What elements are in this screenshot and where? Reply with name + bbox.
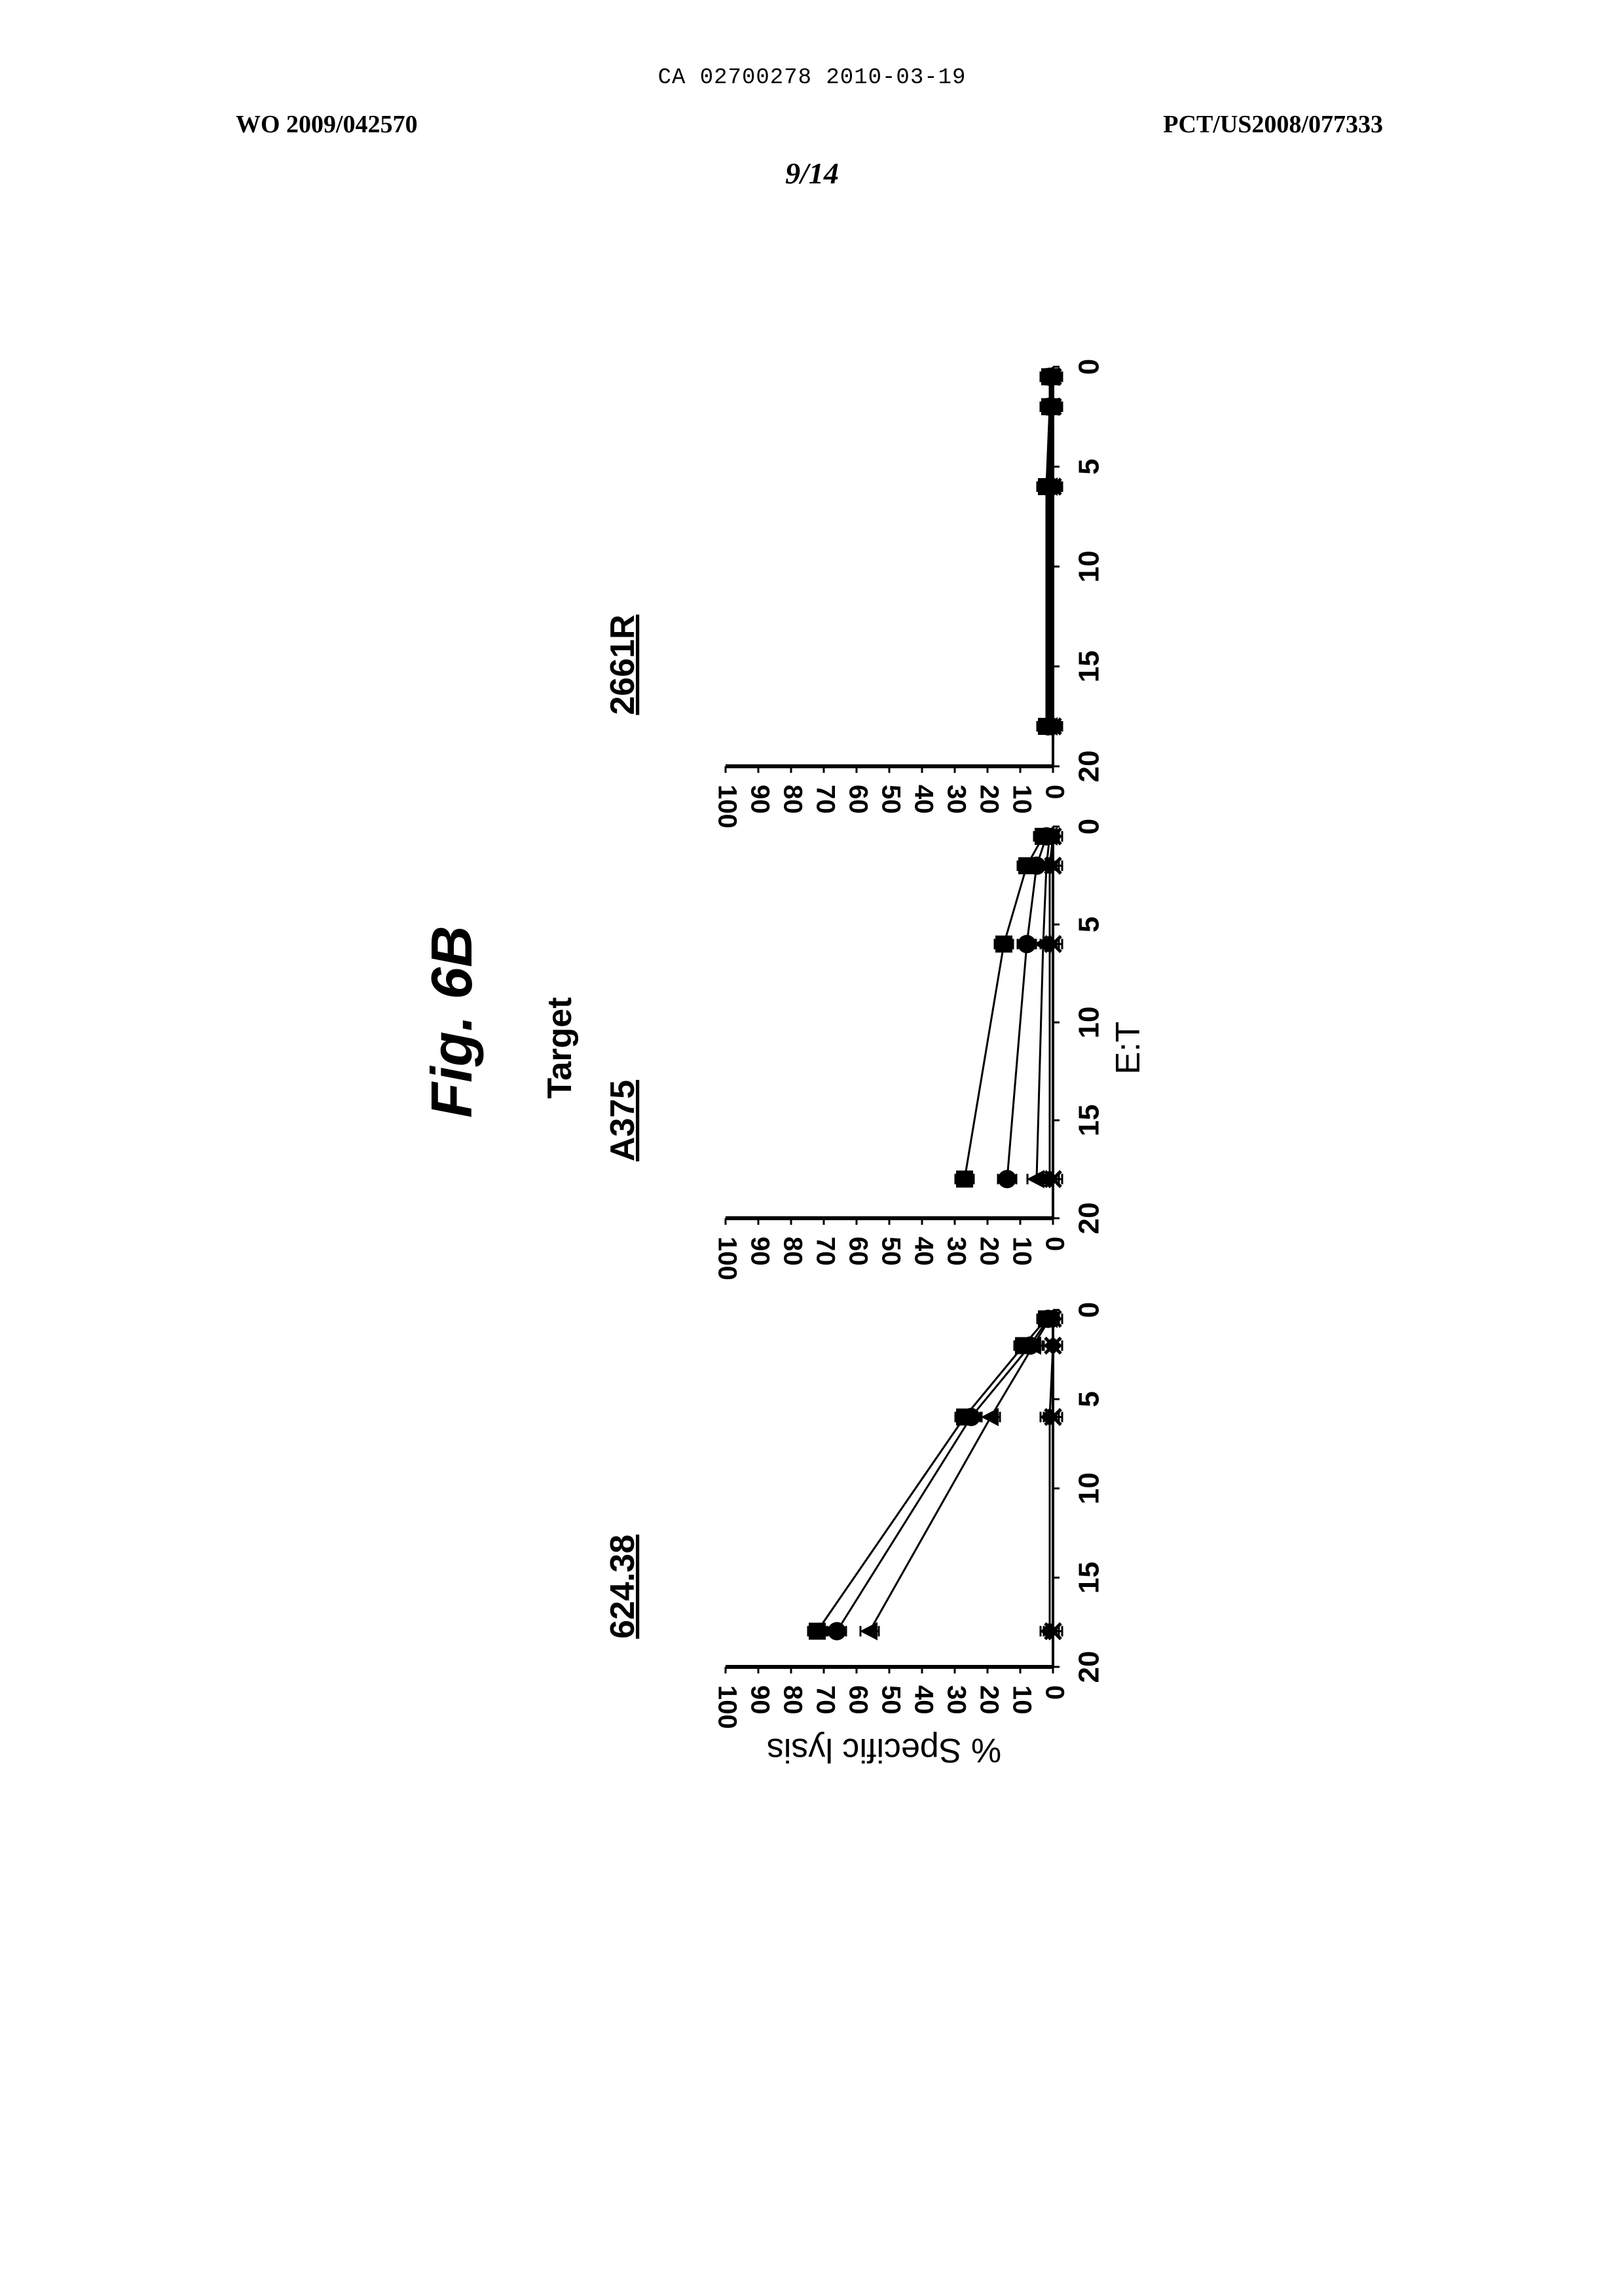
y-tick-label: 20	[974, 785, 1003, 814]
series-line-square	[817, 1319, 1046, 1632]
series-line-circle	[837, 1319, 1048, 1632]
y-tick-label: 50	[876, 1685, 905, 1715]
y-tick-label: 90	[745, 1237, 774, 1266]
y-tick-label: 10	[1007, 1685, 1036, 1715]
series-line-triangle	[870, 1319, 1050, 1632]
x-tick-label: 20	[1073, 1651, 1105, 1683]
x-tick-label: 20	[1073, 1203, 1105, 1235]
data-point-triangle	[981, 1408, 999, 1427]
data-point-circle	[962, 1408, 980, 1427]
y-tick-label: 70	[811, 1237, 840, 1266]
panel-title: A375	[604, 1080, 642, 1161]
y-tick-label: 70	[811, 785, 840, 814]
data-point-square	[809, 1623, 826, 1640]
data-point-triangle	[860, 1622, 877, 1641]
y-tick-label: 30	[942, 1237, 970, 1266]
data-point-square	[995, 935, 1012, 952]
figure-title: Fig. 6B	[419, 925, 484, 1117]
x-tick-label: 5	[1073, 1391, 1105, 1407]
y-tick-label: 60	[843, 1237, 872, 1266]
y-tick-label: 40	[909, 785, 938, 814]
panel-2: A375100908070605040302010020151050	[604, 819, 1105, 1280]
y-tick-label: 10	[1007, 785, 1036, 814]
y-tick-label: 100	[712, 785, 741, 829]
x-axis-label: E:T	[1109, 1022, 1147, 1075]
x-tick-label: 0	[1073, 819, 1105, 834]
y-tick-label: 90	[745, 1685, 774, 1715]
series-line-triangle	[1037, 836, 1050, 1179]
panel-title: 2661R	[604, 614, 642, 715]
y-tick-label: 100	[712, 1237, 741, 1280]
y-tick-label: 40	[909, 1237, 938, 1266]
data-point-circle	[998, 1170, 1016, 1188]
y-tick-label: 100	[712, 1685, 741, 1729]
y-tick-label: 80	[778, 1685, 807, 1715]
x-tick-label: 20	[1073, 751, 1105, 783]
y-tick-label: 0	[1040, 1237, 1069, 1251]
data-point-circle	[828, 1622, 846, 1641]
y-tick-label: 60	[843, 1685, 872, 1715]
target-label: Target	[541, 997, 579, 1098]
x-tick-label: 10	[1073, 551, 1105, 583]
x-tick-label: 5	[1073, 458, 1105, 474]
panel-3: 2661R100908070605040302010020151050	[604, 359, 1105, 829]
y-tick-label: 40	[909, 1685, 938, 1715]
y-tick-label: 90	[745, 785, 774, 814]
y-tick-label: 0	[1040, 785, 1069, 799]
panel-title: 624.38	[604, 1535, 642, 1639]
y-tick-label: 80	[778, 785, 807, 814]
y-tick-label: 70	[811, 1685, 840, 1715]
x-tick-label: 5	[1073, 916, 1105, 932]
x-tick-label: 15	[1073, 1104, 1105, 1136]
y-tick-label: 20	[974, 1685, 1003, 1715]
y-axis-label: % Specific lysis	[767, 1731, 1001, 1769]
y-tick-label: 30	[942, 1685, 970, 1715]
x-tick-label: 0	[1073, 1302, 1105, 1318]
y-tick-label: 80	[778, 1237, 807, 1266]
data-point-square	[956, 1170, 973, 1187]
x-tick-label: 0	[1073, 359, 1105, 375]
y-tick-label: 10	[1007, 1237, 1036, 1266]
x-tick-label: 10	[1073, 1007, 1105, 1039]
x-tick-label: 15	[1073, 650, 1105, 682]
series-line-square	[965, 836, 1043, 1179]
x-tick-label: 15	[1073, 1561, 1105, 1594]
y-tick-label: 20	[974, 1237, 1003, 1266]
x-tick-label: 10	[1073, 1472, 1105, 1504]
panel-1: 624.38100908070605040302010020151050	[604, 1302, 1105, 1729]
y-tick-label: 60	[843, 785, 872, 814]
y-tick-label: 50	[876, 1237, 905, 1266]
y-tick-label: 30	[942, 785, 970, 814]
y-tick-label: 0	[1040, 1685, 1069, 1700]
y-tick-label: 50	[876, 785, 905, 814]
